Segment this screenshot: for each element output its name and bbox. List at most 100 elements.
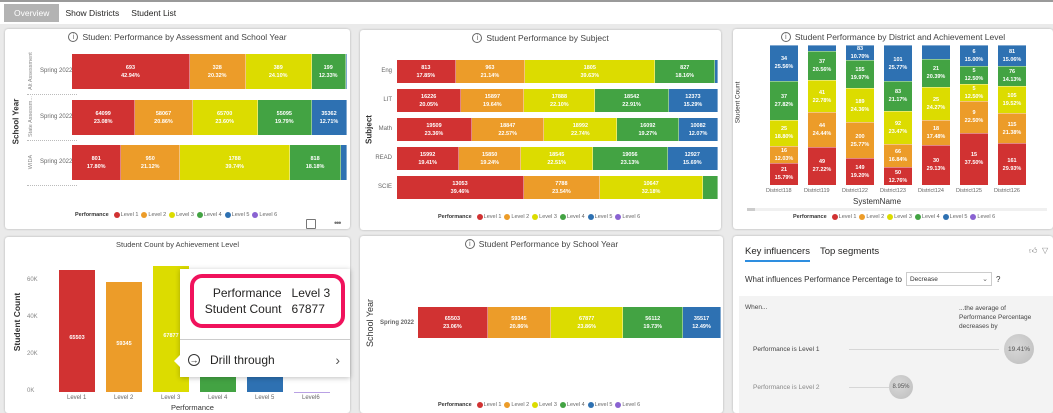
legend-item[interactable]: Level 1 xyxy=(476,214,501,220)
bar-segment[interactable]: 10082 12.07% xyxy=(679,118,718,141)
legend-item[interactable]: Level 6 xyxy=(615,214,640,220)
bar-segment[interactable]: 15897 19.64% xyxy=(461,89,525,112)
bar-segment[interactable]: 5 12.50% xyxy=(960,66,988,84)
bar-segment[interactable]: 83 21.17% xyxy=(884,81,912,111)
bar-segment[interactable]: 35362 12.71% xyxy=(312,100,347,135)
bar-segment[interactable]: 81 15.06% xyxy=(998,45,1026,67)
bar-segment[interactable]: 161 29.93% xyxy=(998,143,1026,185)
legend-item[interactable]: Level 6 xyxy=(252,212,277,218)
bar-segment[interactable] xyxy=(922,45,950,59)
bar-segment[interactable] xyxy=(345,54,347,89)
stacked-column[interactable]: 30 29.13% 18 17.48% 25 24.27% 21 20.39% xyxy=(922,45,950,185)
stacked-column[interactable]: 50 12.76% 66 16.84% 92 23.47% 83 21.17% 101 25.77… xyxy=(884,45,912,185)
bar-segment[interactable]: 10647 32.18% xyxy=(599,176,704,199)
bar-segment[interactable] xyxy=(703,176,718,199)
tab-show-districts[interactable]: Show Districts xyxy=(65,8,120,18)
bar-segment[interactable]: 101 25.77% xyxy=(884,45,912,82)
bar-segment[interactable]: 49 27.22% xyxy=(808,146,836,185)
bar-segment[interactable]: 155 19.97% xyxy=(846,60,874,88)
legend-item[interactable]: Level 5 xyxy=(942,214,967,220)
bar-segment[interactable]: 950 21.12% xyxy=(121,145,181,180)
bar-segment[interactable]: 15 37.50% xyxy=(960,132,988,185)
info-icon[interactable]: i xyxy=(780,32,791,42)
bar-segment[interactable]: 813 17.85% xyxy=(397,60,456,83)
bar-segment[interactable]: 7788 23.54% xyxy=(524,176,600,199)
tab-top-segments[interactable]: Top segments xyxy=(819,246,880,257)
stacked-bar[interactable]: 65503 23.06% 59345 20.86% 67877 23.86% 56112 19… xyxy=(418,307,721,338)
bar-segment[interactable]: 21 20.39% xyxy=(922,58,950,87)
bar-segment[interactable] xyxy=(715,60,718,83)
bar-segment[interactable]: 19509 23.36% xyxy=(397,118,472,141)
bar-segment[interactable]: 67877 23.86% xyxy=(551,307,624,338)
bar-segment[interactable]: 18 17.48% xyxy=(922,120,950,145)
bar-segment[interactable]: 58067 20.86% xyxy=(135,100,193,135)
bar-segment[interactable]: 9 22.50% xyxy=(960,101,988,133)
bar-segment[interactable]: 76 14.13% xyxy=(998,66,1026,86)
stacked-bar[interactable]: 19509 23.36% 18847 22.57% 18992 22.74% 16092 19… xyxy=(397,118,718,141)
bar-segment[interactable]: 30 29.13% xyxy=(922,144,950,185)
bar-segment[interactable]: 18545 22.51% xyxy=(521,147,594,170)
stacked-bar[interactable]: 801 17.80% 950 21.12% 1788 39.74% 818 18.18% xyxy=(72,145,347,180)
bar-segment[interactable]: 105 19.52% xyxy=(998,85,1026,114)
legend-item[interactable]: Level 2 xyxy=(141,212,166,218)
district-chart-card[interactable]: i Student Performance by District and Ac… xyxy=(733,29,1053,229)
bar-segment[interactable]: 25 18.80% xyxy=(770,119,798,147)
stacked-column[interactable]: 49 27.22% 44 24.44% 41 22.78% 37 20.56% xyxy=(808,45,836,185)
stacked-bar[interactable]: 64099 23.08% 58067 20.86% 65700 23.60% 55095 19… xyxy=(72,100,347,135)
bar-segment[interactable]: 16092 19.27% xyxy=(617,118,680,141)
bar-segment[interactable]: 1805 39.63% xyxy=(525,60,656,83)
legend-item[interactable]: Level 1 xyxy=(831,214,856,220)
bar-segment[interactable]: 34 25.56% xyxy=(770,45,798,81)
stacked-bar[interactable]: 15992 19.41% 15850 19.24% 18545 22.51% 19056 23… xyxy=(397,147,718,170)
bar-segment[interactable]: 65503 23.06% xyxy=(418,307,488,338)
key-influencers-card[interactable]: Key influencers Top segments 👍︎ ▽ What i… xyxy=(733,236,1053,413)
bar-segment[interactable]: 25 24.27% xyxy=(922,86,950,121)
legend-item[interactable]: Level 3 xyxy=(532,214,557,220)
drill-through-menu-item[interactable]: → Drill through › xyxy=(188,352,340,368)
bar-segment[interactable]: 59345 20.86% xyxy=(487,307,552,338)
school-year-chart-card[interactable]: i Student Performance by School Year Sch… xyxy=(360,236,723,413)
legend-item[interactable]: Level 5 xyxy=(587,214,612,220)
assessment-chart-card[interactable]: i Studen: Performance by Assessment and … xyxy=(5,29,350,229)
legend-item[interactable]: Level 4 xyxy=(559,214,585,220)
bar-segment[interactable]: 16226 20.05% xyxy=(397,89,462,112)
stacked-column[interactable]: 15 37.50% 9 22.50% 5 12.50% 5 12.50% 6 15.00% xyxy=(960,45,988,185)
help-icon[interactable]: ? xyxy=(995,274,1001,284)
legend-item[interactable]: Level 2 xyxy=(504,402,529,408)
bar-segment[interactable]: 64099 23.08% xyxy=(72,100,136,135)
bar-segment[interactable]: 12373 15.29% xyxy=(668,89,718,112)
bar-segment[interactable]: 83 10.70% xyxy=(846,45,874,60)
bar-segment[interactable]: 827 18.16% xyxy=(655,60,716,83)
thumbs-up-icon[interactable]: 👍︎ xyxy=(1029,246,1038,255)
legend-item[interactable]: Level 4 xyxy=(196,212,222,218)
bar-segment[interactable]: 65700 23.60% xyxy=(192,100,258,135)
thumbs-down-icon[interactable]: ▽ xyxy=(1042,246,1049,255)
bar-segment[interactable]: 693 42.94% xyxy=(72,54,190,89)
bar-segment[interactable]: 37 20.56% xyxy=(808,51,836,81)
bar-segment[interactable]: 5 12.50% xyxy=(960,83,988,101)
bar-segment[interactable]: 12927 15.69% xyxy=(667,147,718,170)
bar-segment[interactable]: 18542 22.91% xyxy=(595,89,669,112)
bar-segment[interactable]: 389 24.10% xyxy=(245,54,312,89)
legend-item[interactable]: Level 3 xyxy=(169,212,194,218)
info-icon[interactable]: i xyxy=(68,32,79,42)
legend-item[interactable]: Level 5 xyxy=(224,212,249,218)
stacked-bar[interactable]: 693 42.94% 328 20.32% 389 24.10% 199 12.33% xyxy=(72,54,347,89)
bar-segment[interactable]: 21 15.79% xyxy=(770,162,798,185)
more-options-icon[interactable]: ••• xyxy=(334,218,342,228)
bar-segment[interactable]: 18992 22.74% xyxy=(544,118,618,141)
legend-item[interactable]: Level 4 xyxy=(914,214,940,220)
bar-segment[interactable]: 55095 19.79% xyxy=(257,100,313,135)
bar-segment[interactable]: 37 27.82% xyxy=(770,80,798,120)
bar-segment[interactable]: 15992 19.41% xyxy=(397,147,460,170)
bar-segment[interactable]: 801 17.80% xyxy=(72,145,122,180)
stacked-column[interactable]: 21 15.79% 16 12.03% 25 18.80% 37 27.82% 34 25.56% xyxy=(770,45,798,185)
bar[interactable]: 59345 xyxy=(106,281,142,392)
bar-segment[interactable]: 35517 12.49% xyxy=(683,307,721,338)
bar-segment[interactable]: 200 25.77% xyxy=(846,122,874,159)
bar-segment[interactable]: 16 12.03% xyxy=(770,146,798,163)
legend-item[interactable]: Level 2 xyxy=(504,214,529,220)
legend-item[interactable]: Level 6 xyxy=(970,214,995,220)
stacked-column[interactable]: 161 29.93% 115 21.38% 105 19.52% 76 14.13% 81 15.… xyxy=(998,45,1026,185)
direction-dropdown[interactable]: Decrease ⌄ xyxy=(905,272,992,286)
